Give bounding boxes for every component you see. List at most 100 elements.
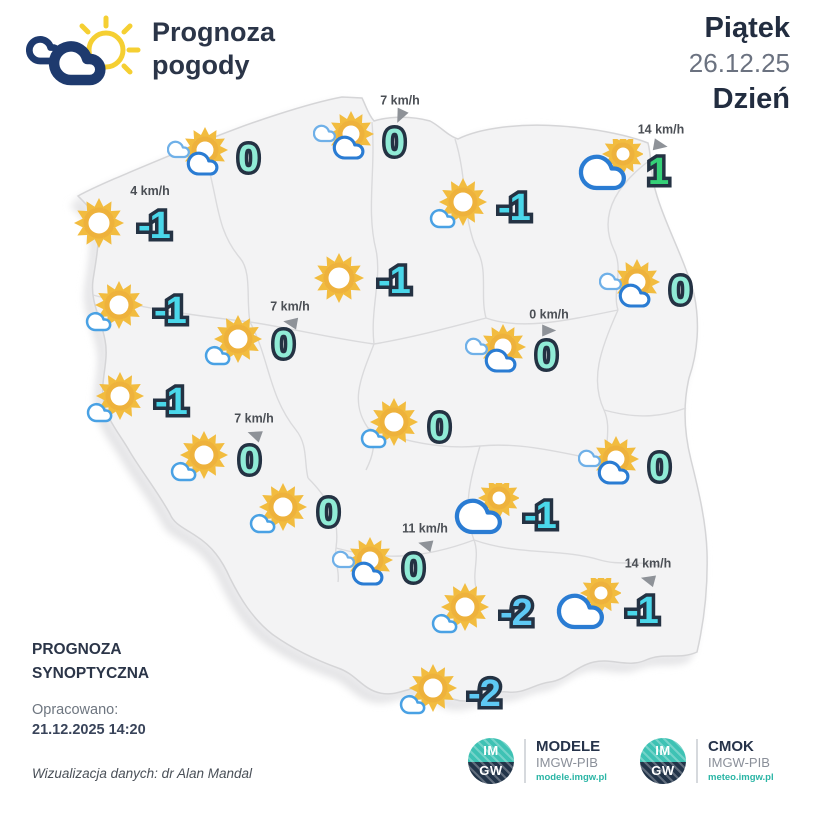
temperature-value: 0 0 <box>234 137 262 182</box>
imgw-abbr-top: IM <box>483 743 499 758</box>
sun-small-cloud-icon <box>204 315 262 366</box>
weather-station: -2 -2 <box>429 580 537 642</box>
temperature-value: 0 0 <box>425 406 453 451</box>
temperature-value: 0 0 <box>666 269 694 314</box>
wind-marker: 0 km/h <box>529 308 569 337</box>
wind-marker: 7 km/h <box>234 411 274 443</box>
temperature-value: 0 0 <box>645 446 673 491</box>
wind-marker: 14 km/h <box>624 556 672 588</box>
wind-marker: 11 km/h <box>402 521 448 553</box>
temperature-value: -1 -1 <box>521 494 561 539</box>
weather-station: 0 0 <box>313 110 409 172</box>
synoptic-heading: PROGNOZA SYNOPTYCZNA <box>32 638 149 686</box>
page-title: Prognoza pogody <box>152 16 275 82</box>
weather-station: 0 0 <box>168 428 264 490</box>
temperature-value: 0 0 <box>235 439 263 484</box>
weather-station: -1 -1 <box>427 175 535 237</box>
wind-arrow-icon <box>282 315 298 330</box>
weather-station: 0 0 <box>599 258 695 320</box>
imgw-abbr-top: IM <box>655 743 671 758</box>
logo-name: MODELE <box>536 738 601 756</box>
temperature-value: -2 -2 <box>465 672 505 717</box>
logo-name: CMOK <box>708 738 754 756</box>
logo-divider <box>696 739 698 783</box>
brand-logo-cloud-sun-icon <box>26 15 141 86</box>
sun-two-clouds-icon <box>599 259 660 308</box>
data-credit: Wizualizacja danych: dr Alan Mandal <box>32 766 252 781</box>
weather-station: 0 0 <box>332 536 428 598</box>
temperature-value: -2 -2 <box>497 591 537 636</box>
temperature-value: 0 0 <box>399 547 427 592</box>
weather-station: -1 -1 <box>84 369 192 431</box>
temperature-value: 0 0 <box>532 334 560 379</box>
prepared-block: Opracowano: 21.12.2025 14:20 <box>32 700 146 741</box>
prepared-datetime: 21.12.2025 14:20 <box>32 722 146 739</box>
sun-two-clouds-icon <box>332 537 393 586</box>
temperature-value: -1 -1 <box>135 204 175 249</box>
logo-divider <box>524 739 526 783</box>
cloud-sun-icon <box>454 483 519 535</box>
wind-arrow-icon <box>541 324 556 337</box>
weather-station: 0 0 <box>465 323 561 385</box>
logo-url: modele.imgw.pl <box>536 771 607 783</box>
temperature-value: 1 1 <box>644 150 672 195</box>
wind-speed-label: 14 km/h <box>637 122 685 137</box>
logo-org: IMGW-PIB <box>708 754 770 770</box>
weather-station: 0 0 <box>167 126 263 188</box>
wind-speed-label: 11 km/h <box>402 521 448 536</box>
wind-speed-label: 0 km/h <box>529 307 569 322</box>
cloud-sun-icon <box>578 139 643 191</box>
sun-two-clouds-icon <box>578 436 639 485</box>
logo-url: meteo.imgw.pl <box>708 771 774 783</box>
synoptic-heading-line1: PROGNOZA <box>32 641 122 658</box>
wind-speed-label: 7 km/h <box>234 411 274 426</box>
weather-station: 1 1 <box>577 139 673 201</box>
modele-logo-block: IM GW MODELE IMGW-PIB modele.imgw.pl <box>468 738 607 784</box>
wind-marker: 7 km/h <box>380 94 420 126</box>
forecast-day: Piątek <box>704 12 790 44</box>
forecast-daypart: Dzień <box>712 83 790 116</box>
wind-speed-label: 7 km/h <box>270 299 310 314</box>
temperature-value: -1 -1 <box>495 186 535 231</box>
sun-icon <box>74 198 124 248</box>
temperature-value: 0 0 <box>380 121 408 166</box>
weather-station: -1 -1 <box>555 578 663 640</box>
temperature-value: -1 -1 <box>151 289 191 334</box>
weather-station: -1 -1 <box>83 278 191 340</box>
weather-station: 0 0 <box>202 312 298 374</box>
wind-marker: 14 km/h <box>637 122 685 153</box>
wind-arrow-icon <box>416 536 434 553</box>
forecast-date: 26.12.25 <box>688 48 790 79</box>
weather-station: -1 -1 <box>67 193 175 255</box>
date-panel: Piątek 26.12.25 Dzień <box>689 10 790 118</box>
temperature-value: 0 0 <box>269 323 297 368</box>
temperature-value: -1 -1 <box>375 259 415 304</box>
imgw-abbr-bottom: GW <box>479 763 503 778</box>
sun-small-cloud-icon <box>429 178 487 229</box>
page-title-line1: Prognoza <box>152 17 276 47</box>
weather-station: -2 -2 <box>397 661 505 723</box>
weather-station: -1 -1 <box>307 248 415 310</box>
wind-arrow-icon <box>245 426 263 443</box>
sun-two-clouds-icon <box>313 111 374 160</box>
sun-small-cloud-icon <box>399 664 457 715</box>
wind-speed-label: 14 km/h <box>624 556 672 571</box>
temperature-value: -1 -1 <box>623 589 663 634</box>
imgw-badge-icon: IM GW <box>468 738 514 784</box>
sun-small-cloud-icon <box>86 372 144 423</box>
wind-marker: 7 km/h <box>270 299 310 330</box>
page-title-line2: pogody <box>152 49 250 80</box>
wind-speed-label: 4 km/h <box>130 184 170 198</box>
synoptic-heading-line2: SYNOPTYCZNA <box>32 665 150 683</box>
weather-station: -1 -1 <box>453 483 561 545</box>
temperature-value: -1 -1 <box>152 380 192 425</box>
wind-arrow-icon <box>391 107 409 126</box>
imgw-badge-icon: IM GW <box>640 738 686 784</box>
imgw-abbr-bottom: GW <box>651 763 675 778</box>
sun-small-cloud-icon <box>431 583 489 634</box>
sun-small-cloud-icon <box>85 281 143 332</box>
sun-two-clouds-icon <box>167 127 228 176</box>
weather-station: 0 0 <box>358 395 454 457</box>
